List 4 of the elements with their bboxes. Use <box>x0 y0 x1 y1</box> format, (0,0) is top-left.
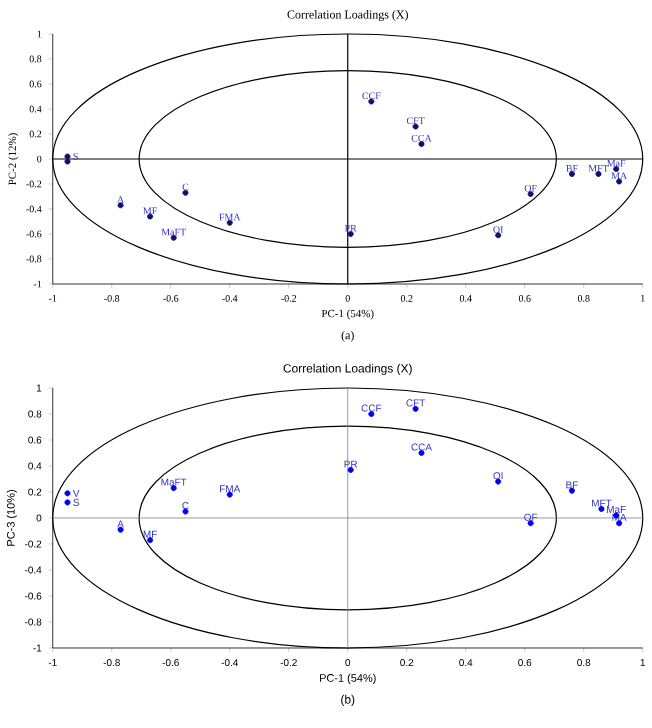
point <box>64 490 71 497</box>
point <box>64 158 71 165</box>
point <box>64 153 71 160</box>
point <box>64 499 71 506</box>
